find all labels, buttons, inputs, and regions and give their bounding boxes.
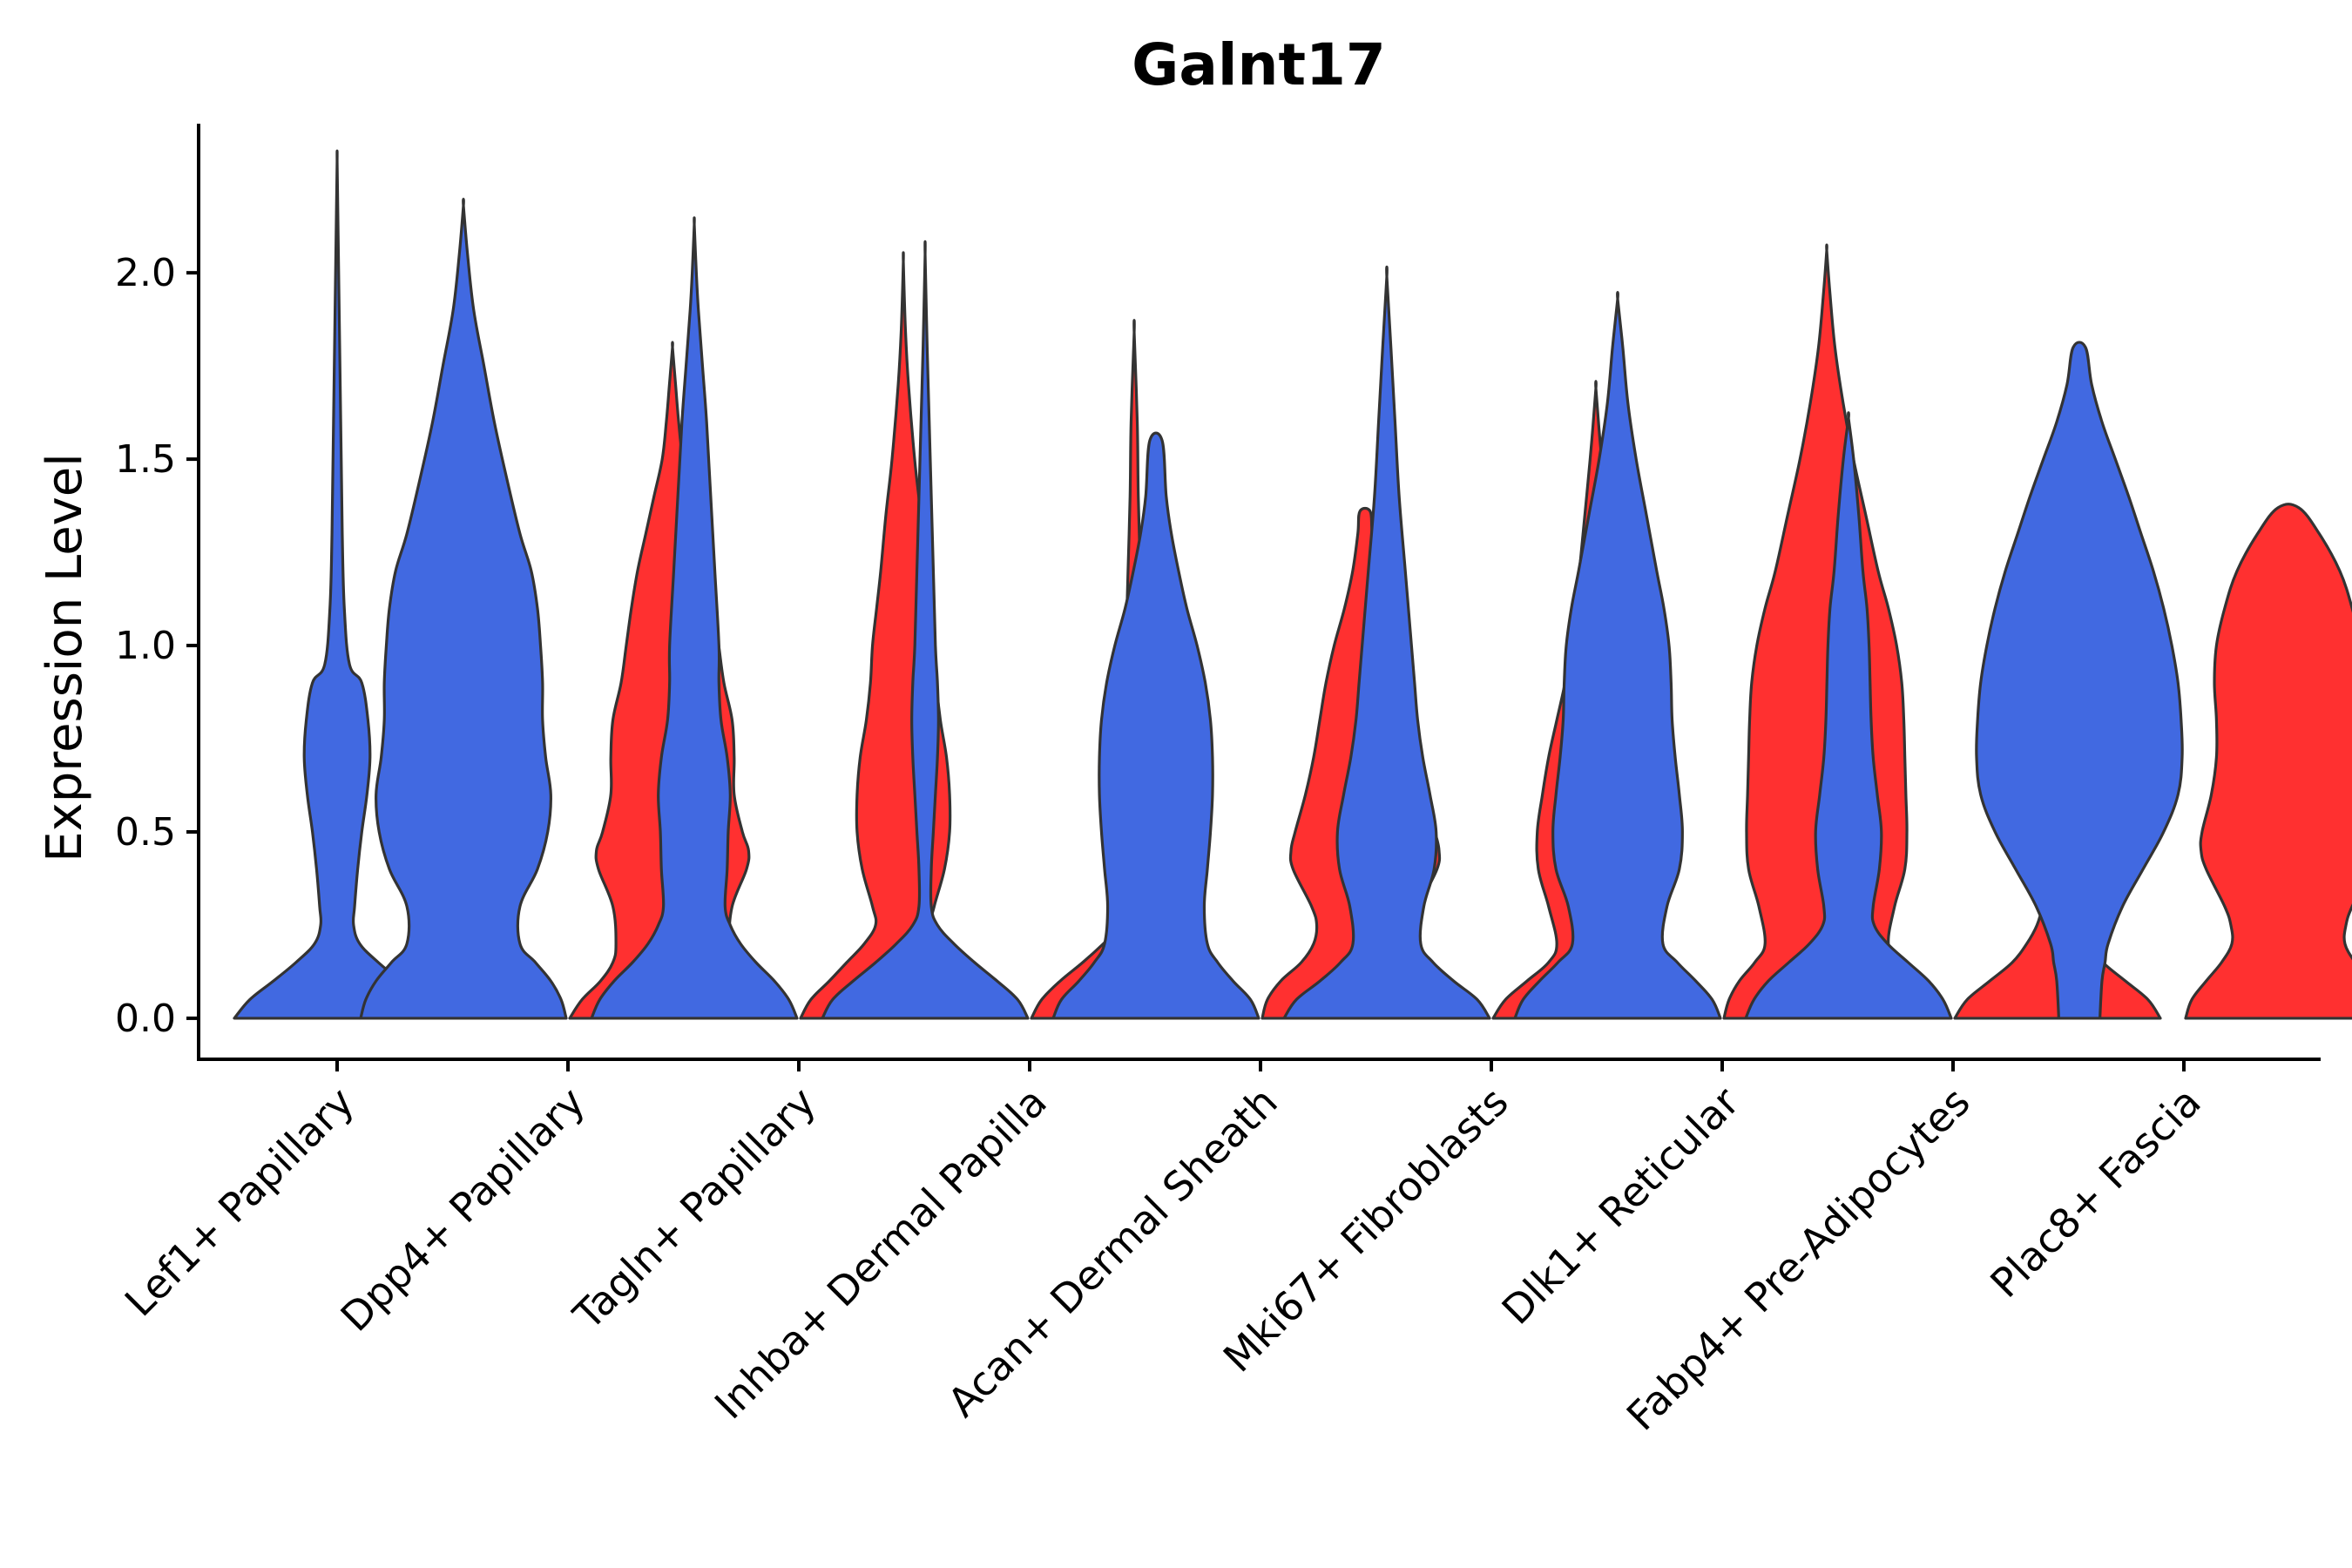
violin-blue-5 bbox=[1282, 265, 1491, 1020]
chart-title: Galnt17 bbox=[1132, 31, 1386, 98]
y-axis-label: Expression Level bbox=[37, 453, 93, 862]
x-tick-label: Lef1+ Papillary bbox=[116, 1078, 363, 1326]
violin-blue-4 bbox=[1051, 431, 1260, 1020]
y-tick-label: 0.0 bbox=[115, 997, 176, 1041]
violin-blue-6 bbox=[1513, 290, 1722, 1020]
y-tick-label: 0.5 bbox=[115, 810, 176, 855]
x-tick-label: Dpp4+ Papillary bbox=[332, 1078, 594, 1341]
y-tick-label: 1.0 bbox=[115, 624, 176, 668]
violin-layer bbox=[233, 149, 2352, 1020]
violin-blue-2 bbox=[590, 216, 799, 1020]
x-tick-label: Tagln+ Papillary bbox=[564, 1078, 825, 1340]
violin-blue-0 bbox=[233, 149, 442, 1020]
x-tick-label: Plac8+ Fascia bbox=[1981, 1078, 2209, 1307]
violin-blue-3 bbox=[821, 240, 1030, 1020]
y-ticks: 0.0 0.5 1.0 1.5 2.0 bbox=[115, 251, 199, 1041]
violin-red-2 bbox=[799, 251, 1008, 1020]
violin-blue-1 bbox=[359, 198, 568, 1020]
violin-blue-7 bbox=[1744, 411, 1953, 1020]
y-tick-label: 1.5 bbox=[115, 437, 176, 482]
violin-blue-8 bbox=[1975, 341, 2184, 1020]
x-tick-label: Dlk1+ Reticular bbox=[1493, 1078, 1748, 1334]
y-tick-label: 2.0 bbox=[115, 251, 176, 295]
violin-red-8 bbox=[2184, 503, 2352, 1020]
